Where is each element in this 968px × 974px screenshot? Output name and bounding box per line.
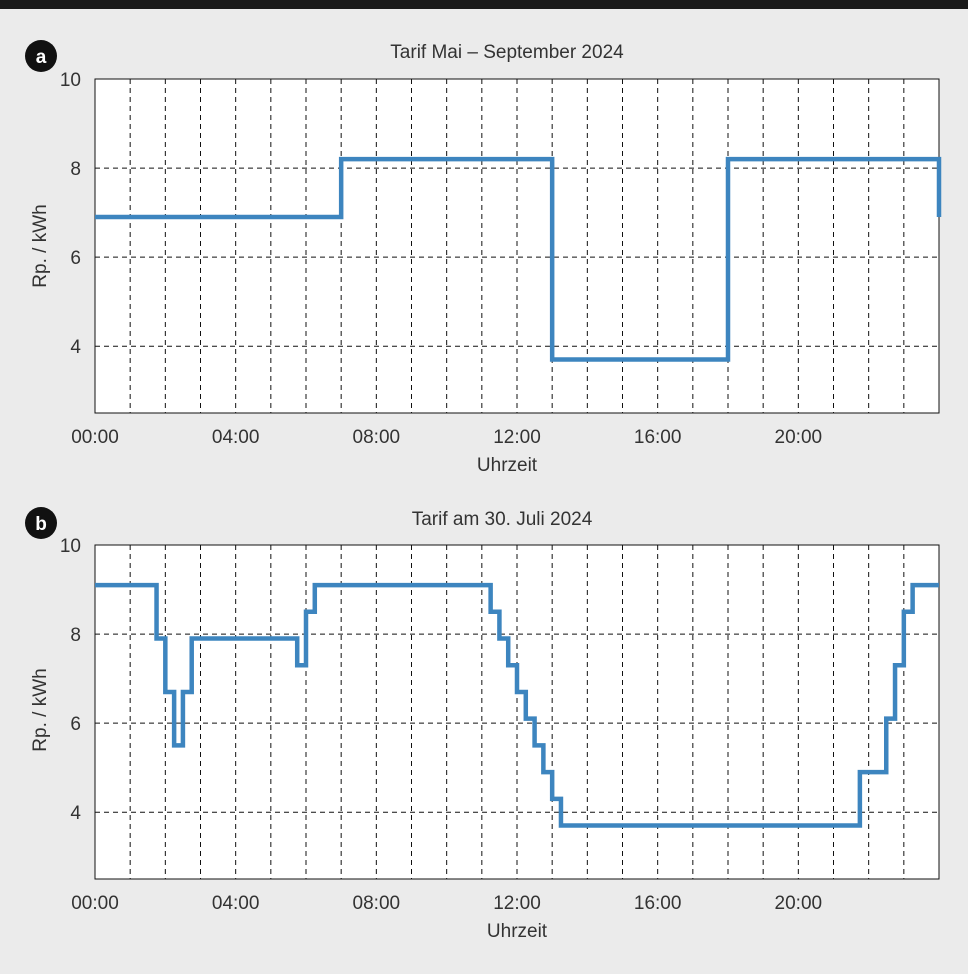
panel-badge-circle [25, 40, 57, 72]
grid-lines [95, 79, 939, 413]
y-tick-labels: 4 6 8 10 [60, 70, 82, 358]
panel-badge-label: b [35, 514, 47, 535]
y-axis-title: Rp. / kWh [30, 204, 51, 287]
grid-lines [95, 545, 939, 879]
x-tick-label: 12:00 [493, 427, 541, 448]
top-bar [0, 0, 968, 9]
y-tick-label: 6 [70, 248, 81, 269]
chart-title: Tarif Mai – September 2024 [390, 42, 624, 63]
y-tick-label: 8 [70, 625, 81, 646]
x-tick-label: 08:00 [353, 427, 401, 448]
x-tick-label: 08:00 [353, 893, 401, 914]
panel-badge-circle [25, 507, 57, 539]
y-tick-label: 4 [70, 337, 81, 358]
y-tick-label: 4 [70, 803, 81, 824]
series-line [95, 582, 939, 828]
series-line [95, 156, 942, 362]
chart-panel-a: a Tarif Mai – September 2024 4 6 8 10 00:00… [25, 40, 942, 476]
y-tick-label: 10 [60, 536, 81, 557]
x-axis-title: Uhrzeit [487, 921, 548, 942]
y-tick-label: 6 [70, 714, 81, 735]
x-axis-title: Uhrzeit [477, 455, 538, 476]
chart-title: Tarif am 30. Juli 2024 [412, 509, 593, 530]
chart-panel-b: b Tarif am 30. Juli 2024 4 6 8 10 00:00 04:0… [25, 507, 940, 942]
panel-badge-label: a [36, 47, 47, 68]
x-tick-label: 16:00 [634, 427, 682, 448]
x-tick-label: 04:00 [212, 427, 260, 448]
y-axis-title: Rp. / kWh [30, 668, 51, 751]
y-tick-label: 8 [70, 159, 81, 180]
x-tick-label: 16:00 [634, 893, 682, 914]
x-tick-labels: 00:00 04:00 08:00 12:00 16:00 20:00 [71, 427, 822, 448]
x-tick-label: 12:00 [493, 893, 541, 914]
y-tick-labels: 4 6 8 10 [60, 536, 82, 824]
x-tick-label: 20:00 [775, 427, 823, 448]
y-tick-label: 10 [60, 70, 81, 91]
x-tick-label: 00:00 [71, 893, 119, 914]
x-tick-label: 00:00 [71, 427, 119, 448]
x-tick-label: 04:00 [212, 893, 260, 914]
x-tick-labels: 00:00 04:00 08:00 12:00 16:00 20:00 [71, 893, 822, 914]
x-tick-label: 20:00 [775, 893, 823, 914]
